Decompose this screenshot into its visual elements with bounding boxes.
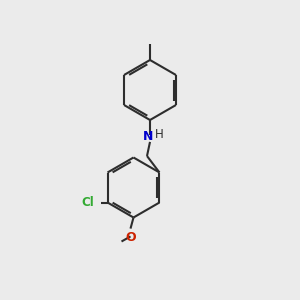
Text: N: N — [143, 130, 154, 143]
Text: Cl: Cl — [82, 196, 94, 209]
Text: H: H — [154, 128, 164, 142]
Text: O: O — [125, 231, 136, 244]
